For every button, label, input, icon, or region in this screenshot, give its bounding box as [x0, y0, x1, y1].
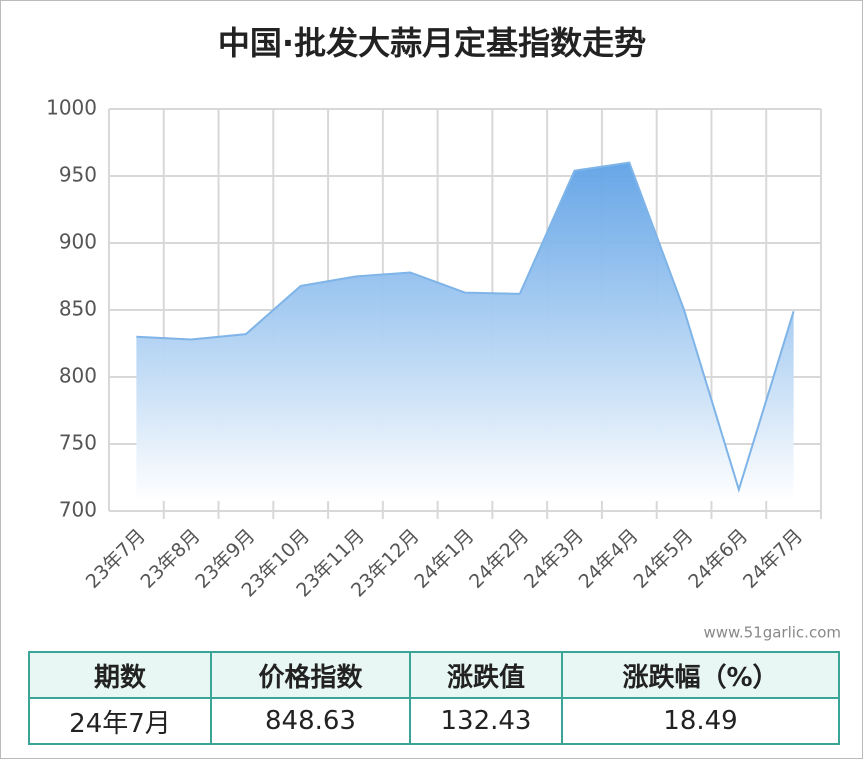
table-header: 期数 价格指数 涨跌值 涨跌幅（%） [28, 651, 840, 699]
cell: 18.49 [561, 697, 840, 745]
cell: 24年7月 [28, 697, 212, 745]
header-cell: 涨跌值 [409, 651, 563, 699]
area [136, 162, 794, 501]
cell: 132.43 [409, 697, 563, 745]
x-tick-label: 24年6月 [684, 525, 752, 593]
chart: 中国·批发大蒜月定基指数走势 www.51garlic.com 700 750 80… [46, 24, 841, 642]
chart-title: 中国·批发大蒜月定基指数走势 [218, 24, 646, 62]
y-tick-label: 700 [59, 498, 97, 522]
summary-table: 期数 价格指数 涨跌值 涨跌幅（%） 24年7月 848.63 132.43 1… [28, 651, 840, 745]
x-tick-label: 24年5月 [629, 525, 697, 593]
x-tick-label: 24年2月 [465, 525, 533, 593]
y-tick-label: 1000 [46, 96, 97, 120]
x-tick-label: 24年7月 [739, 525, 807, 593]
source: www.51garlic.com [703, 624, 841, 642]
line [136, 161, 795, 493]
y-tick-label: 800 [59, 364, 97, 388]
cell: 848.63 [210, 697, 411, 745]
x-tick-label: 24年3月 [520, 525, 588, 593]
x-tick-label: 24年4月 [575, 525, 643, 593]
y-tick-label: 900 [59, 230, 97, 254]
header-cell: 价格指数 [210, 651, 411, 699]
y-tick-label: 950 [59, 163, 97, 187]
y-tick-label: 850 [59, 297, 97, 321]
header-cell: 期数 [28, 651, 212, 699]
header-cell: 涨跌幅（%） [561, 651, 840, 699]
x-tick-label: 23年7月 [82, 525, 150, 593]
x-tick-label: 23年8月 [137, 525, 205, 593]
x-tick-label: 24年1月 [410, 525, 478, 593]
table-row: 24年7月 848.63 132.43 18.49 [28, 697, 840, 745]
y-tick-label: 750 [59, 431, 97, 455]
